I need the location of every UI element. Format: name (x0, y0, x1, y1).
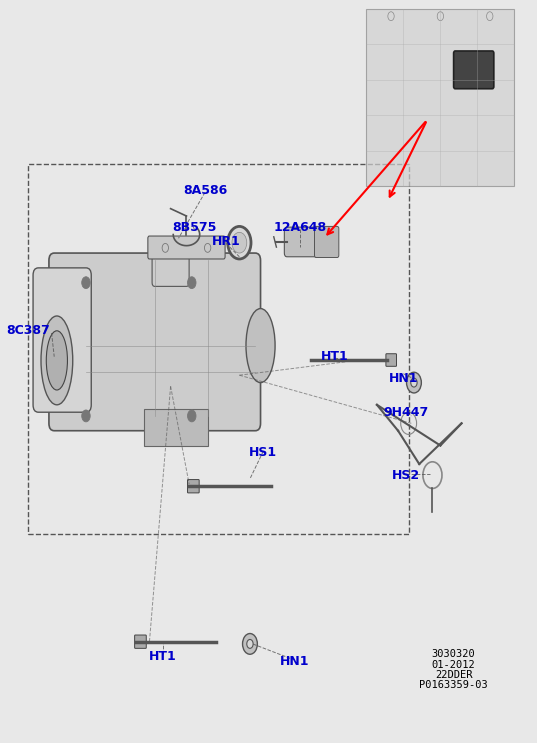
Circle shape (82, 410, 90, 422)
FancyBboxPatch shape (315, 227, 339, 258)
FancyBboxPatch shape (148, 236, 225, 259)
Ellipse shape (247, 640, 253, 649)
Ellipse shape (407, 372, 422, 393)
Bar (28, 164, 409, 534)
Ellipse shape (243, 634, 257, 655)
FancyBboxPatch shape (144, 409, 208, 446)
Circle shape (82, 276, 90, 288)
Ellipse shape (228, 227, 251, 259)
Text: 12A648: 12A648 (274, 221, 327, 233)
Text: HT1: HT1 (149, 650, 177, 663)
Text: 22DDER: 22DDER (435, 670, 473, 680)
FancyBboxPatch shape (33, 268, 91, 412)
Text: 8B575: 8B575 (172, 221, 216, 233)
Text: HN1: HN1 (389, 372, 418, 386)
Text: 8C387: 8C387 (6, 324, 49, 337)
FancyBboxPatch shape (284, 227, 321, 257)
Text: HT1: HT1 (321, 350, 349, 363)
Ellipse shape (232, 233, 247, 253)
Text: P0163359-03: P0163359-03 (419, 681, 488, 690)
FancyBboxPatch shape (366, 9, 514, 186)
Ellipse shape (46, 331, 68, 390)
Text: HN1: HN1 (280, 655, 310, 668)
Text: HR1: HR1 (212, 235, 241, 247)
Circle shape (187, 276, 196, 288)
FancyBboxPatch shape (152, 242, 189, 286)
Text: 01-2012: 01-2012 (432, 660, 475, 669)
Ellipse shape (411, 378, 417, 387)
Ellipse shape (246, 308, 275, 383)
Text: HS1: HS1 (249, 447, 277, 459)
FancyBboxPatch shape (135, 635, 146, 649)
Text: 3030320: 3030320 (432, 649, 475, 659)
Ellipse shape (41, 316, 72, 405)
FancyBboxPatch shape (386, 354, 396, 366)
Text: 8A586: 8A586 (183, 184, 227, 197)
FancyBboxPatch shape (187, 479, 199, 493)
Text: 9H447: 9H447 (383, 406, 429, 419)
Circle shape (187, 410, 196, 422)
Text: HS2: HS2 (392, 469, 420, 481)
FancyBboxPatch shape (454, 51, 494, 88)
FancyBboxPatch shape (49, 253, 260, 431)
